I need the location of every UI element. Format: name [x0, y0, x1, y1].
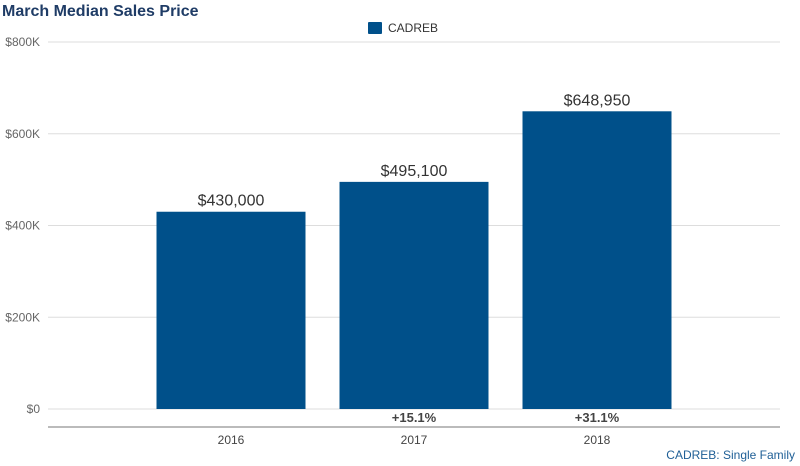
y-tick-label: $800K — [5, 35, 40, 49]
chart-credit[interactable]: CADREB: Single Family — [666, 448, 795, 462]
data-labels: $430,000 $495,100 $648,950 — [198, 92, 631, 209]
x-tick-label: 2016 — [218, 433, 245, 447]
y-tick-label: $200K — [5, 310, 40, 324]
y-tick-label: $0 — [27, 402, 41, 416]
chart-title: March Median Sales Price — [2, 3, 199, 20]
change-label: +31.1% — [575, 410, 620, 425]
bar-2018[interactable] — [522, 111, 672, 409]
bar-2017[interactable] — [339, 181, 489, 409]
x-tick-label: 2017 — [401, 433, 428, 447]
y-tick-label: $600K — [5, 127, 40, 141]
data-label: $648,950 — [564, 92, 631, 109]
x-axis-ticks: 2016 2017 2018 — [218, 433, 611, 447]
change-label: +15.1% — [392, 410, 437, 425]
data-label: $430,000 — [198, 193, 265, 210]
x-tick-label: 2018 — [584, 433, 611, 447]
legend-swatch — [368, 22, 382, 34]
legend-label: CADREB — [388, 21, 438, 35]
bar-2016[interactable] — [156, 211, 306, 409]
change-labels: +15.1% +31.1% — [392, 410, 620, 425]
bars — [156, 111, 672, 409]
legend[interactable]: CADREB — [368, 21, 438, 35]
y-tick-label: $400K — [5, 219, 40, 233]
y-axis-ticks: $0 $200K $400K $600K $800K — [5, 35, 40, 416]
data-label: $495,100 — [381, 163, 448, 180]
